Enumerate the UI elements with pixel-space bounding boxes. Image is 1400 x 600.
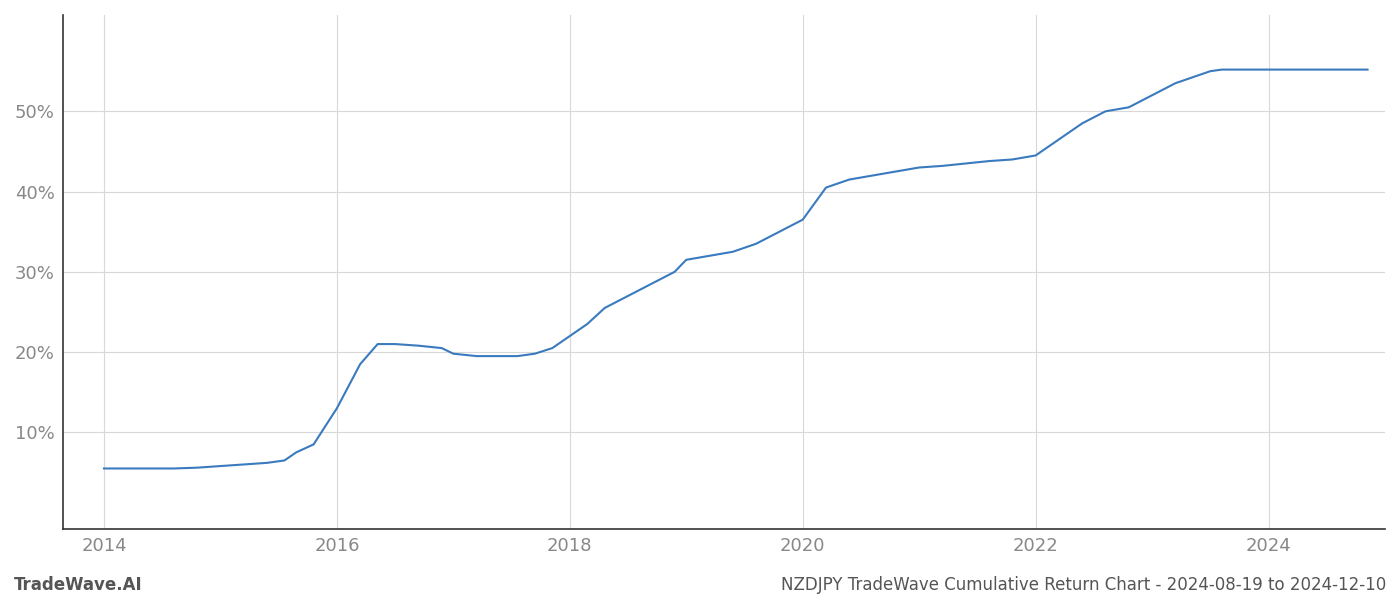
Text: NZDJPY TradeWave Cumulative Return Chart - 2024-08-19 to 2024-12-10: NZDJPY TradeWave Cumulative Return Chart… bbox=[781, 576, 1386, 594]
Text: TradeWave.AI: TradeWave.AI bbox=[14, 576, 143, 594]
